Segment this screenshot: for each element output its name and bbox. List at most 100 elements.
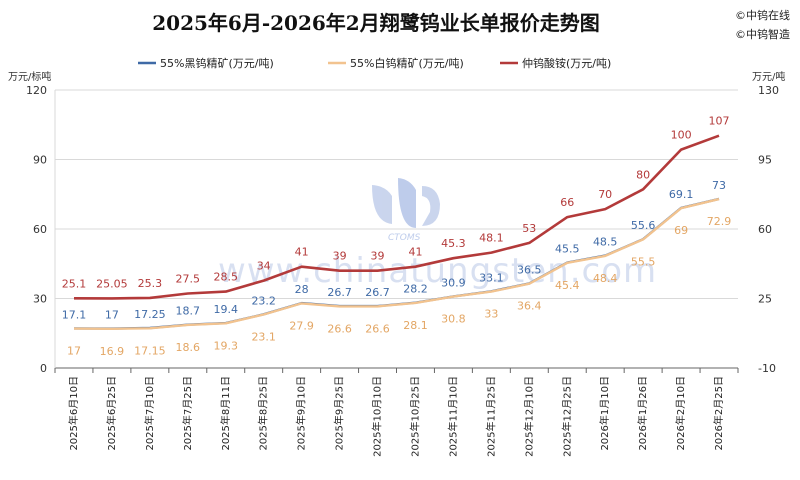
x-tick-label: 2025年10月10日 [371,376,384,457]
x-tick-label: 2025年11月25日 [484,376,497,457]
data-label: 17.25 [134,308,166,321]
brand-line-2: ©中钨智造 [735,27,790,41]
data-label: 23.1 [251,330,276,343]
left-tick-label: 30 [33,293,47,306]
data-label: 41 [295,246,309,259]
x-tick-label: 2025年9月10日 [295,376,308,451]
data-label: 28.5 [214,271,239,284]
data-label: 55.6 [631,219,656,232]
data-label: 30.8 [441,313,466,326]
data-label: 26.7 [365,286,390,299]
right-tick-label: 25 [758,293,772,306]
data-label: 26.7 [327,286,352,299]
x-tick-label: 2025年11月10日 [446,376,459,457]
data-label: 28 [295,283,309,296]
data-label: 16.9 [100,345,125,358]
watermark-logo: CTOMS [372,178,440,243]
data-label: 17.15 [134,344,166,357]
right-tick-label: 60 [758,223,772,236]
x-tick-label: 2025年8月11日 [219,376,232,451]
data-label: 48.1 [479,232,504,245]
data-label: 36.5 [517,263,542,276]
data-label: 23.2 [251,294,276,307]
left-tick-label: 90 [33,154,47,167]
legend-label-2: 55%白钨精矿(万元/吨) [350,56,464,70]
data-label: 28.2 [403,283,428,296]
x-tick-label: 2026年1月10日 [598,376,611,451]
data-labels: 17.1 17 17.25 18.7 19.4 23.2 28 26.7 26.7 28.2 30.… [62,115,732,358]
data-label: 80 [636,168,650,181]
data-label: 27.9 [289,319,314,332]
data-label: 45.4 [555,279,580,292]
series-lines [73,134,720,330]
data-label: 72.9 [707,215,732,228]
legend-label-3: 仲钨酸铵(万元/吨) [522,56,611,70]
right-tick-label: 95 [758,154,772,167]
data-label: 55.5 [631,255,656,268]
data-label: 33 [484,308,498,321]
data-label: 45.5 [555,243,580,256]
left-tick-label: 60 [33,223,47,236]
right-axis-ticks: -10 25 60 95 130 [758,84,779,375]
data-label: 17 [67,345,81,358]
data-label: 48.5 [593,236,618,249]
chart-title: 2025年6月-2026年2月翔鹭钨业长单报价走势图 [152,11,599,35]
series-line-3 [73,134,720,300]
right-tick-label: -10 [758,362,776,375]
data-label: 53 [522,222,536,235]
x-tick-label: 2026年1月26日 [636,376,649,451]
data-label: 25.1 [62,277,87,290]
x-tick-label: 2025年6月10日 [67,376,80,451]
data-label: 25.05 [96,277,128,290]
brand-line-1: ©中钨在线 [735,8,790,22]
data-label: 66 [560,196,574,209]
left-axis-ticks: 0 30 60 90 120 [26,84,47,375]
data-label: 45.3 [441,237,466,250]
x-tick-label: 2025年10月25日 [408,376,421,457]
x-tick-label: 2025年9月25日 [333,376,346,451]
data-label: 48.4 [593,272,618,285]
x-tick-label: 2025年7月25日 [181,376,194,451]
data-label: 73 [712,179,726,192]
data-label: 39 [371,250,385,263]
data-label: 18.7 [176,305,201,318]
x-tick-label: 2025年6月25日 [105,376,118,451]
x-tick-label: 2025年12月10日 [522,376,535,457]
data-label: 39 [333,250,347,263]
legend-label-1: 55%黑钨精矿(万元/吨) [160,57,274,70]
right-axis-unit: 万元/吨 [752,70,785,83]
right-tick-label: 130 [758,84,779,97]
data-label: 19.3 [214,339,239,352]
data-label: 36.4 [517,300,542,313]
left-axis-unit: 万元/标吨 [8,70,51,83]
data-label: 70 [598,188,612,201]
data-label: 41 [408,246,422,259]
data-label: 107 [709,115,730,128]
left-tick-label: 0 [40,362,47,375]
data-label: 27.5 [176,273,201,286]
data-label: 69 [674,224,688,237]
data-label: 34 [257,260,271,273]
data-label: 26.6 [365,322,390,335]
data-label: 18.6 [176,341,201,354]
series-line-2 [73,197,720,330]
data-label: 26.6 [327,322,352,335]
data-label: 19.4 [214,303,239,316]
data-label: 100 [671,129,692,142]
x-tick-label: 2025年12月25日 [560,376,573,457]
data-label: 33.1 [479,271,504,284]
x-axis: 2025年6月10日 2025年6月25日 2025年7月10日 2025年7月25日… [54,368,739,457]
x-tick-label: 2025年8月25日 [257,376,270,451]
data-label: 28.1 [403,319,428,332]
data-label: 30.9 [441,276,466,289]
x-tick-label: 2025年7月10日 [143,376,156,451]
data-label: 69.1 [669,188,694,201]
data-label: 17.1 [62,308,87,321]
watermark-logo-text: CTOMS [388,233,421,243]
x-tick-label: 2026年2月25日 [712,376,725,451]
left-tick-label: 120 [26,84,47,97]
data-label: 17 [105,309,119,322]
x-tick-label: 2026年2月10日 [674,376,687,451]
